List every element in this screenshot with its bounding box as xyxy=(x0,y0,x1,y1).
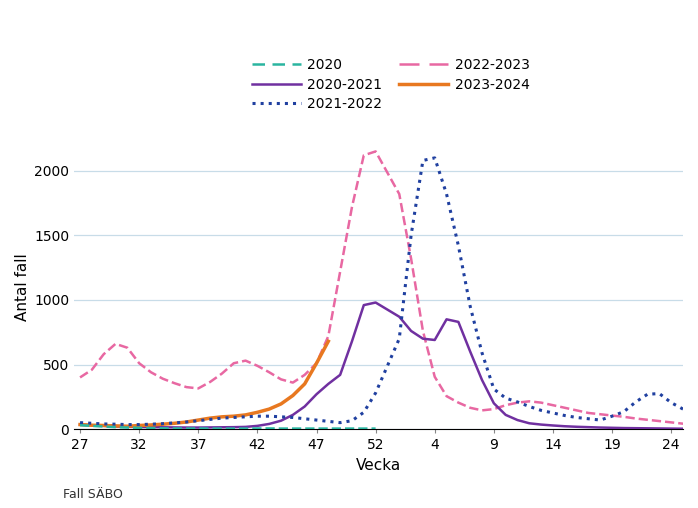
Y-axis label: Antal fall: Antal fall xyxy=(15,253,30,321)
X-axis label: Vecka: Vecka xyxy=(356,458,401,472)
Legend: 2020, 2020-2021, 2021-2022, 2022-2023, 2023-2024: 2020, 2020-2021, 2021-2022, 2022-2023, 2… xyxy=(246,52,535,117)
Text: Fall SÄBO: Fall SÄBO xyxy=(63,488,123,501)
